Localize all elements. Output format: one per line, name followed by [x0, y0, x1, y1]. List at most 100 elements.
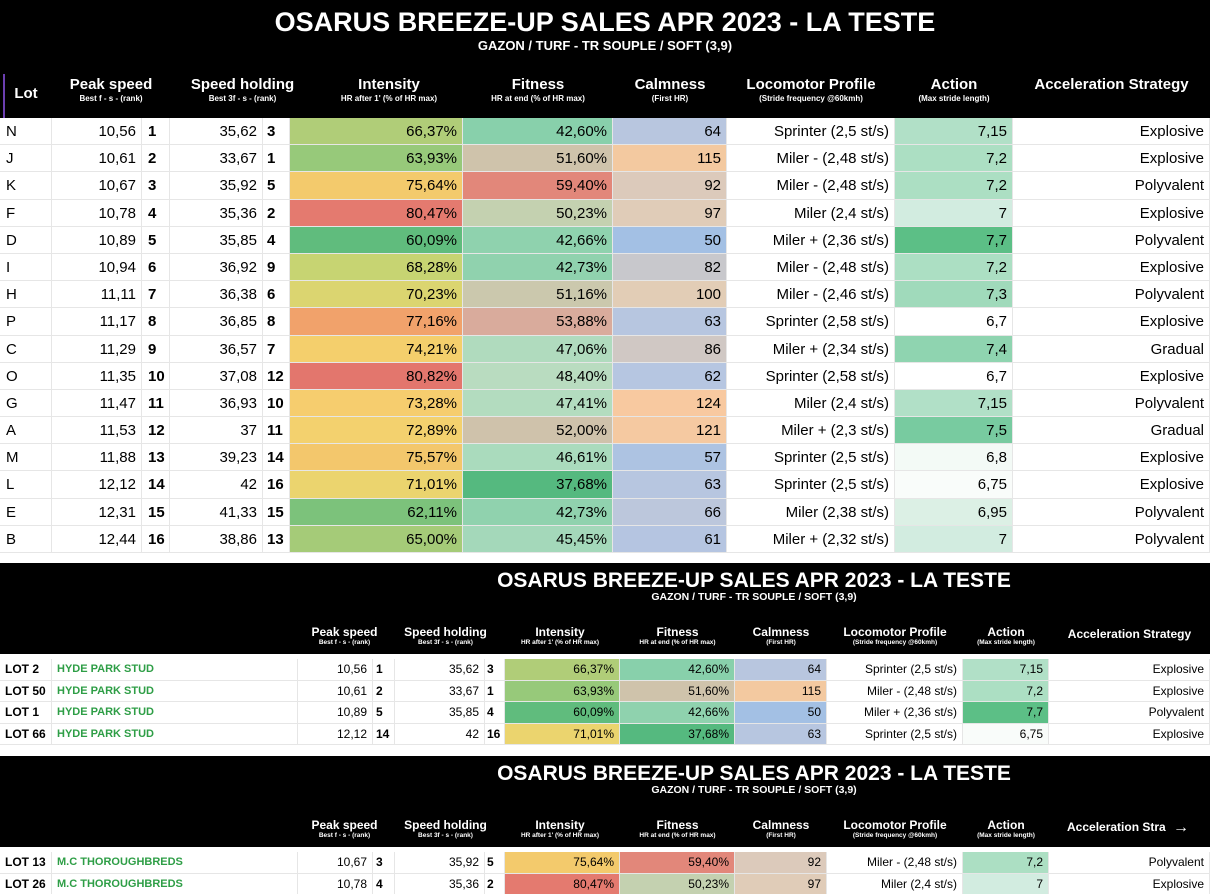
cell-action[interactable]: 7,15 [895, 118, 1013, 146]
cell-acceleration-strategy[interactable]: Explosive [1013, 471, 1210, 499]
table-row[interactable]: P 11,17 8 36,85 8 77,16% 53,88% 63 Sprinter (2,5… [0, 308, 1210, 336]
cell-holding-rank[interactable]: 2 [263, 199, 290, 227]
cell-peak-speed[interactable]: 10,56 [298, 659, 373, 681]
table-row[interactable]: LOT 13 M.C THOROUGHBREDS 10,67 3 35,92 5 75,64… [0, 852, 1210, 874]
cell-intensity[interactable]: 73,28% [290, 389, 463, 418]
cell-acceleration-strategy[interactable]: Gradual [1013, 335, 1210, 363]
cell-speed-holding[interactable]: 37,08 [170, 362, 263, 390]
cell-lot[interactable]: D [0, 226, 52, 254]
cell-locomotor-profile[interactable]: Sprinter (2,5 st/s) [727, 471, 895, 499]
cell-locomotor-profile[interactable]: Miler - (2,48 st/s) [727, 172, 895, 200]
cell-calmness[interactable]: 50 [735, 702, 827, 724]
cell-speed-holding[interactable]: 36,57 [170, 335, 263, 363]
sub1-header-peak-speed[interactable]: Peak speed Best f - s - (rank) [298, 625, 391, 653]
cell-peak-rank[interactable]: 2 [142, 145, 170, 173]
cell-acceleration-strategy[interactable]: Explosive [1013, 253, 1210, 282]
cell-speed-holding[interactable]: 35,92 [395, 852, 485, 874]
cell-peak-rank[interactable]: 13 [142, 444, 170, 472]
cell-acceleration-strategy[interactable]: Explosive [1049, 659, 1210, 681]
cell-intensity[interactable]: 74,21% [290, 335, 463, 363]
cell-action[interactable]: 6,7 [895, 362, 1013, 390]
cell-lot[interactable]: LOT 13 [0, 852, 52, 874]
cell-speed-holding[interactable]: 35,85 [395, 702, 485, 724]
cell-action[interactable]: 6,7 [895, 308, 1013, 336]
cell-calmness[interactable]: 57 [613, 444, 727, 472]
sub1-header-action[interactable]: Action (Max stride length) [963, 625, 1049, 653]
cell-locomotor-profile[interactable]: Miler (2,4 st/s) [827, 873, 963, 894]
cell-acceleration-strategy[interactable]: Polyvalent [1049, 852, 1210, 874]
cell-consignor[interactable]: HYDE PARK STUD [52, 680, 298, 702]
cell-calmness[interactable]: 97 [735, 873, 827, 894]
cell-fitness[interactable]: 50,23% [463, 199, 613, 227]
cell-holding-rank[interactable]: 13 [263, 525, 290, 553]
header-acceleration-strategy[interactable]: Acceleration Strategy [1013, 74, 1210, 118]
cell-fitness[interactable]: 37,68% [620, 723, 735, 745]
table-row[interactable]: L 12,12 14 42 16 71,01% 37,68% 63 Sprinter (2,5 … [0, 471, 1210, 499]
cell-locomotor-profile[interactable]: Sprinter (2,5 st/s) [827, 659, 963, 681]
sub2-header-action[interactable]: Action (Max stride length) [963, 818, 1049, 846]
cell-lot[interactable]: M [0, 444, 52, 472]
cell-calmness[interactable]: 61 [613, 525, 727, 553]
table-row[interactable]: LOT 26 M.C THOROUGHBREDS 10,78 4 35,36 2 80,47… [0, 873, 1210, 894]
cell-peak-speed[interactable]: 10,67 [298, 852, 373, 874]
cell-peak-speed[interactable]: 10,61 [298, 680, 373, 702]
cell-lot[interactable]: LOT 50 [0, 680, 52, 702]
cell-acceleration-strategy[interactable]: Gradual [1013, 417, 1210, 445]
cell-intensity[interactable]: 72,89% [290, 417, 463, 445]
cell-action[interactable]: 7 [895, 199, 1013, 227]
cell-lot[interactable]: G [0, 389, 52, 418]
cell-calmness[interactable]: 66 [613, 498, 727, 526]
arrow-right-icon[interactable]: → [1173, 819, 1189, 836]
table-row[interactable]: N 10,56 1 35,62 3 66,37% 42,60% 64 Sprinter (2,5… [0, 118, 1210, 146]
cell-peak-speed[interactable]: 11,11 [52, 281, 142, 309]
cell-speed-holding[interactable]: 37 [170, 417, 263, 445]
cell-holding-rank[interactable]: 4 [485, 702, 505, 724]
cell-peak-speed[interactable]: 12,31 [52, 498, 142, 526]
sub1-header-calmness[interactable]: Calmness (First HR) [735, 625, 827, 653]
table-row[interactable]: H 11,11 7 36,38 6 70,23% 51,16% 100 Miler - (2,4… [0, 281, 1210, 309]
cell-fitness[interactable]: 37,68% [463, 471, 613, 499]
cell-intensity[interactable]: 60,09% [505, 702, 620, 724]
cell-action[interactable]: 7,2 [895, 172, 1013, 200]
table-row[interactable]: C 11,29 9 36,57 7 74,21% 47,06% 86 Miler + (2,34… [0, 335, 1210, 363]
header-speed-holding[interactable]: Speed holding Best 3f - s - (rank) [170, 74, 315, 118]
table-row[interactable]: A 11,53 12 37 11 72,89% 52,00% 121 Miler + (2,3 … [0, 417, 1210, 445]
cell-locomotor-profile[interactable]: Miler - (2,46 st/s) [727, 281, 895, 309]
cell-speed-holding[interactable]: 35,62 [395, 659, 485, 681]
cell-fitness[interactable]: 50,23% [620, 873, 735, 894]
cell-locomotor-profile[interactable]: Miler - (2,48 st/s) [827, 852, 963, 874]
sub2-header-peak-speed[interactable]: Peak speed Best f - s - (rank) [298, 818, 391, 846]
cell-lot[interactable]: A [0, 417, 52, 445]
cell-speed-holding[interactable]: 36,92 [170, 253, 263, 282]
cell-fitness[interactable]: 53,88% [463, 308, 613, 336]
cell-intensity[interactable]: 75,57% [290, 444, 463, 472]
cell-fitness[interactable]: 59,40% [463, 172, 613, 200]
cell-action[interactable]: 7,2 [895, 145, 1013, 173]
sub2-header-locomotor-profile[interactable]: Locomotor Profile (Stride frequency @60km… [827, 818, 963, 846]
cell-peak-rank[interactable]: 12 [142, 417, 170, 445]
table-row[interactable]: B 12,44 16 38,86 13 65,00% 45,45% 61 Miler + (2,… [0, 525, 1210, 553]
cell-intensity[interactable]: 80,47% [290, 199, 463, 227]
cell-peak-rank[interactable]: 14 [373, 723, 395, 745]
cell-holding-rank[interactable]: 1 [263, 145, 290, 173]
cell-locomotor-profile[interactable]: Miler (2,4 st/s) [727, 389, 895, 418]
cell-action[interactable]: 7,5 [895, 417, 1013, 445]
cell-lot[interactable]: H [0, 281, 52, 309]
cell-action[interactable]: 7,3 [895, 281, 1013, 309]
cell-holding-rank[interactable]: 8 [263, 308, 290, 336]
cell-calmness[interactable]: 124 [613, 389, 727, 418]
header-lot[interactable]: Lot [0, 74, 52, 118]
cell-speed-holding[interactable]: 35,36 [395, 873, 485, 894]
cell-speed-holding[interactable]: 38,86 [170, 525, 263, 553]
cell-speed-holding[interactable]: 36,93 [170, 389, 263, 418]
cell-intensity[interactable]: 77,16% [290, 308, 463, 336]
cell-peak-rank[interactable]: 7 [142, 281, 170, 309]
cell-fitness[interactable]: 42,60% [463, 118, 613, 146]
cell-locomotor-profile[interactable]: Sprinter (2,58 st/s) [727, 308, 895, 336]
cell-speed-holding[interactable]: 33,67 [395, 680, 485, 702]
cell-calmness[interactable]: 92 [735, 852, 827, 874]
cell-locomotor-profile[interactable]: Sprinter (2,5 st/s) [827, 723, 963, 745]
cell-holding-rank[interactable]: 5 [263, 172, 290, 200]
cell-lot[interactable]: LOT 66 [0, 723, 52, 745]
cell-action[interactable]: 7,4 [895, 335, 1013, 363]
